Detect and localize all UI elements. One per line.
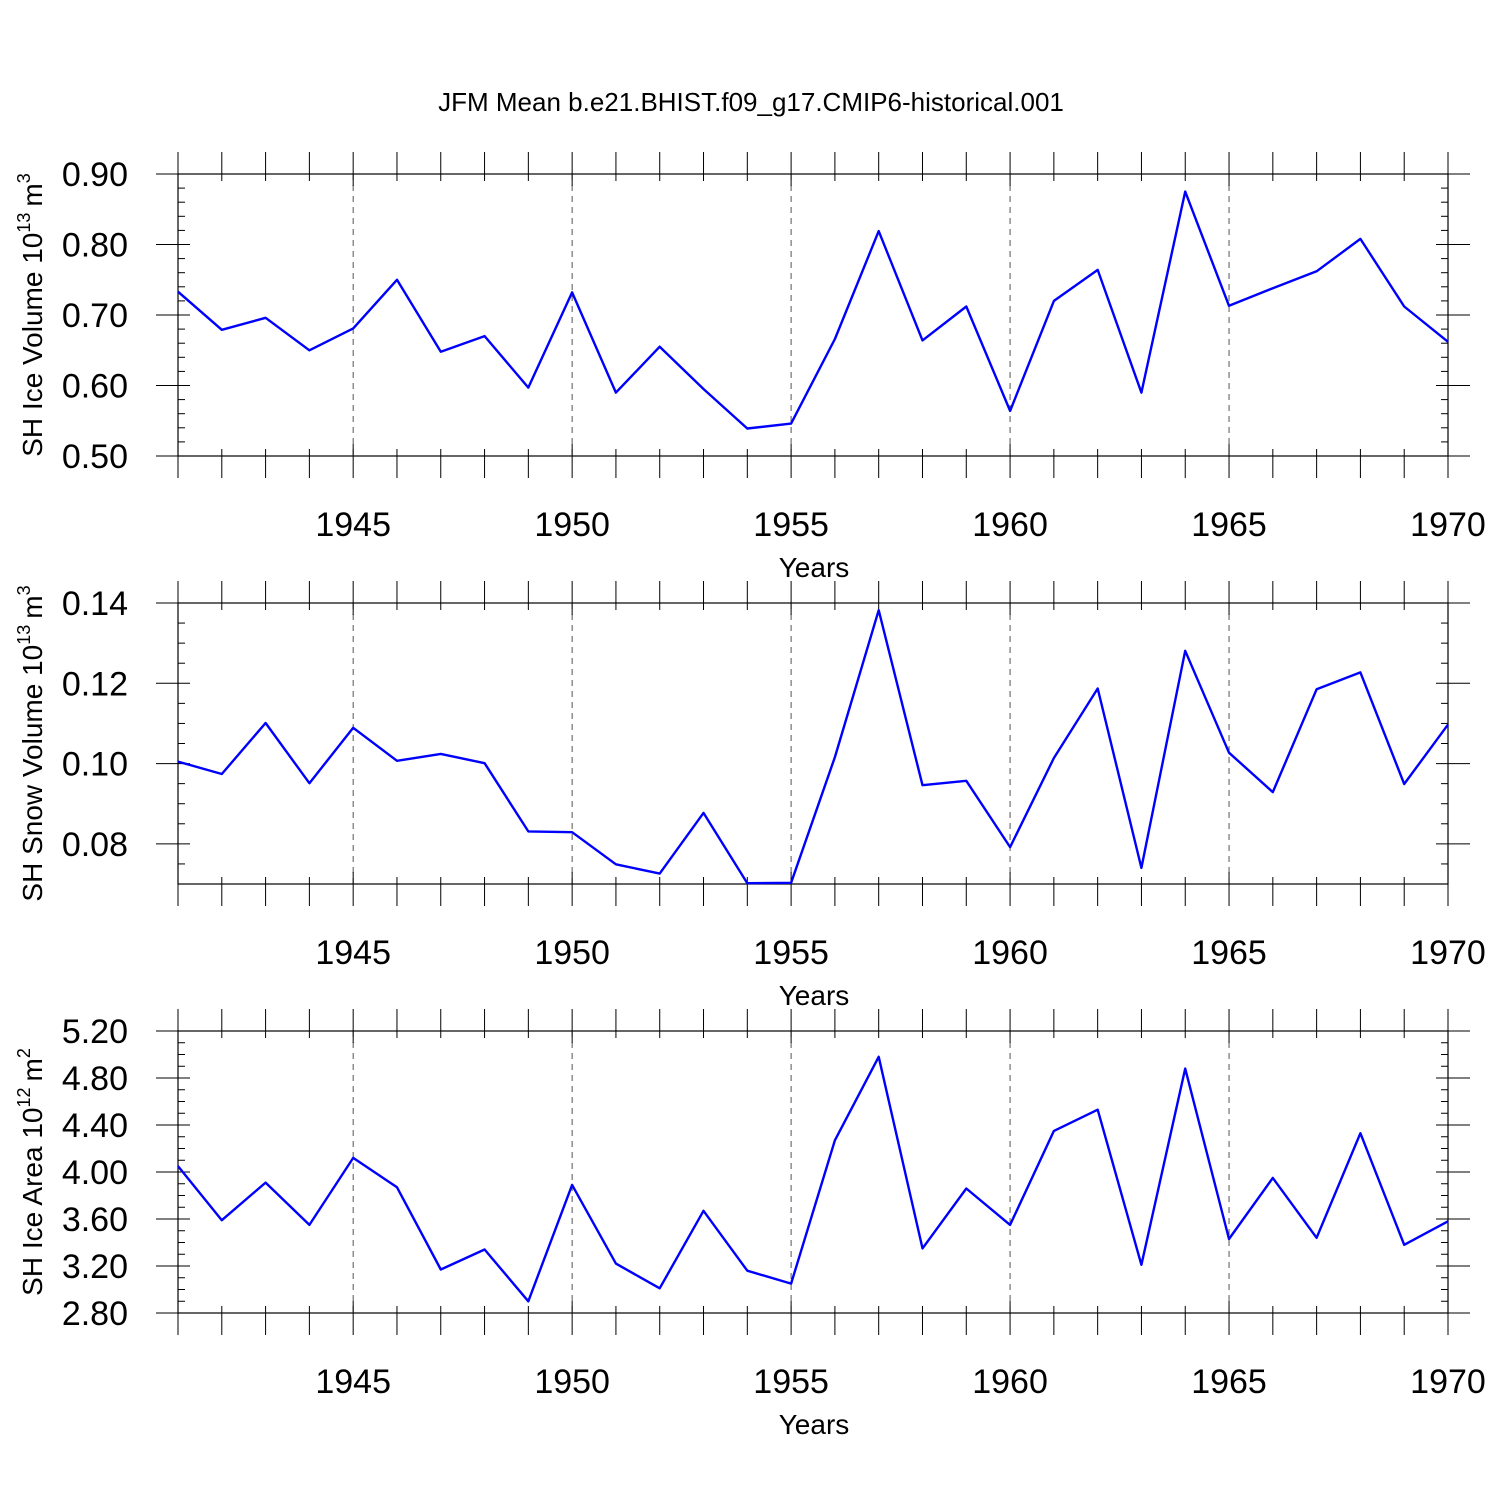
- y-tick-label: 5.20: [62, 1013, 128, 1051]
- x-tick-label: 1955: [753, 1363, 829, 1401]
- x-tick-label: 1970: [1410, 506, 1486, 544]
- y-tick-label: 3.60: [62, 1201, 128, 1239]
- y-tick-label: 0.80: [62, 227, 128, 265]
- y-tick-label: 0.60: [62, 368, 128, 406]
- y-tick-label: 0.14: [62, 585, 128, 623]
- figure-title: JFM Mean b.e21.BHIST.f09_g17.CMIP6-histo…: [438, 87, 1064, 117]
- y-axis-label: SH Ice Volume 1013 m3: [14, 173, 48, 457]
- x-tick-label: 1965: [1191, 934, 1267, 972]
- y-tick-label: 4.40: [62, 1107, 128, 1145]
- y-axis-label: SH Snow Volume 1013 m3: [14, 585, 48, 901]
- x-tick-label: 1950: [534, 506, 610, 544]
- x-tick-label: 1955: [753, 506, 829, 544]
- y-axis-label-text: SH Ice Area: [17, 1146, 48, 1296]
- x-tick-label: 1960: [972, 506, 1048, 544]
- y-unit-base: 10: [17, 233, 48, 264]
- plot-frame: [177, 602, 1449, 885]
- x-tick-label: 1970: [1410, 1363, 1486, 1401]
- grid-lines: [352, 1031, 1230, 1313]
- y-tick-labels: 0.50 0.60 0.70 0.80 0.90: [62, 156, 128, 476]
- y-tick-label: 4.80: [62, 1060, 128, 1098]
- y-unit-base: 10: [17, 1108, 48, 1139]
- y-unit-exponent: 13: [14, 625, 34, 645]
- y-tick-label: 2.80: [62, 1295, 128, 1333]
- x-axis-label: Years: [779, 980, 850, 1011]
- x-tick-label: 1945: [315, 506, 391, 544]
- y-tick-labels: 2.80 3.20 3.60 4.00 4.40 4.80 5.20: [62, 1013, 128, 1333]
- y-unit-m-exponent: 3: [14, 585, 34, 595]
- panel-ice-volume: 0.50 0.60 0.70 0.80 0.90 1945 1950 1955 1960 196…: [14, 152, 1486, 583]
- y-tick-label: 0.12: [62, 665, 128, 703]
- x-tick-label: 1960: [972, 934, 1048, 972]
- y-unit-m: m: [17, 1058, 48, 1081]
- x-tick-label: 1945: [315, 1363, 391, 1401]
- x-tick-label: 1970: [1410, 934, 1486, 972]
- x-axis-label: Years: [779, 1409, 850, 1440]
- y-unit-exponent: 13: [14, 213, 34, 233]
- y-tick-label: 0.50: [62, 438, 128, 476]
- series-line-ice-volume: [177, 190, 1449, 430]
- y-unit-base: 10: [17, 645, 48, 676]
- x-tick-label: 1965: [1191, 506, 1267, 544]
- plot-frame: [177, 1030, 1449, 1314]
- y-unit-m: m: [17, 183, 48, 206]
- y-axis-label-text: SH Ice Volume: [17, 272, 48, 457]
- x-tick-label: 1955: [753, 934, 829, 972]
- x-tick-label: 1960: [972, 1363, 1048, 1401]
- y-tick-label: 0.08: [62, 826, 128, 864]
- grid-lines: [352, 603, 1230, 884]
- y-axis-label: SH Ice Area 1012 m2: [14, 1048, 48, 1296]
- series-line-ice-area: [177, 1055, 1449, 1303]
- y-tick-label: 0.10: [62, 746, 128, 784]
- y-axis-label-text: SH Snow Volume: [17, 684, 48, 902]
- y-unit-m-exponent: 2: [14, 1048, 34, 1058]
- series-line-snow-volume: [177, 609, 1449, 885]
- y-tick-label: 0.70: [62, 297, 128, 335]
- y-tick-label: 0.90: [62, 156, 128, 194]
- y-unit-exponent: 12: [14, 1087, 34, 1107]
- x-tick-label: 1950: [534, 1363, 610, 1401]
- x-tick-label: 1945: [315, 934, 391, 972]
- x-tick-labels: 1945 1950 1955 1960 1965 1970: [315, 934, 1485, 972]
- x-tick-labels: 1945 1950 1955 1960 1965 1970: [315, 506, 1485, 544]
- x-axis-label: Years: [779, 552, 850, 583]
- x-tick-label: 1950: [534, 934, 610, 972]
- y-tick-label: 4.00: [62, 1154, 128, 1192]
- panel-ice-area: 2.80 3.20 3.60 4.00 4.40 4.80 5.20 1945 1950 195…: [14, 1009, 1486, 1440]
- y-unit-m-exponent: 3: [14, 173, 34, 183]
- x-tick-label: 1965: [1191, 1363, 1267, 1401]
- y-unit-m: m: [17, 595, 48, 618]
- y-tick-label: 3.20: [62, 1248, 128, 1286]
- y-tick-labels: 0.08 0.10 0.12 0.14: [62, 585, 128, 864]
- x-tick-labels: 1945 1950 1955 1960 1965 1970: [315, 1363, 1485, 1401]
- panel-snow-volume: 0.08 0.10 0.12 0.14 1945 1950 1955 1960 1965 197…: [14, 581, 1486, 1011]
- plot-frame: [177, 173, 1449, 457]
